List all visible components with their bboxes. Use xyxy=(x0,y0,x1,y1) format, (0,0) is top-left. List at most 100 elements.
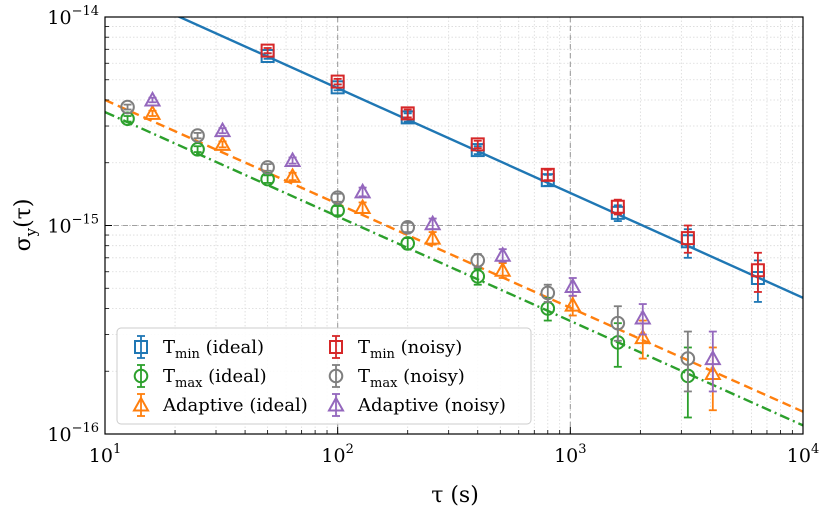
legend-suffix: (noisy) xyxy=(397,366,464,387)
data-point xyxy=(353,198,372,214)
y-tick-label: 10−15 xyxy=(47,213,99,238)
series-square-3 xyxy=(260,43,765,293)
legend-suffix: (ideal) xyxy=(244,395,308,416)
y-tick-base: 10 xyxy=(47,7,71,29)
y-label-sub: y xyxy=(22,227,40,237)
data-point xyxy=(704,349,722,366)
legend-suffix: (ideal) xyxy=(202,366,266,387)
x-tick-exponent: 4 xyxy=(811,442,819,457)
legend-item: Tmin (ideal) xyxy=(134,335,264,362)
data-series xyxy=(120,43,765,419)
data-point xyxy=(283,151,302,167)
legend-label: Tmax (noisy) xyxy=(358,366,465,391)
x-tick-exponent: 2 xyxy=(346,442,354,457)
y-tick-label: 10−14 xyxy=(47,4,99,29)
x-tick-label: 101 xyxy=(89,442,121,467)
y-tick-label: 10−16 xyxy=(47,421,99,446)
x-tick-base: 10 xyxy=(321,445,345,467)
data-point xyxy=(260,160,275,175)
fit-line-dashed xyxy=(105,98,803,413)
data-point xyxy=(283,167,302,183)
legend-label: Tmax (ideal) xyxy=(163,366,267,391)
data-point xyxy=(610,199,625,214)
legend-label: Tmin (ideal) xyxy=(163,337,264,362)
x-tick-label: 102 xyxy=(321,442,353,467)
legend-sub: min xyxy=(370,347,395,362)
y-tick-exponent: −15 xyxy=(72,213,99,228)
legend-marker xyxy=(328,368,344,384)
legend-label: Adaptive (ideal) xyxy=(162,395,308,416)
x-tick-exponent: 1 xyxy=(113,442,121,457)
data-point xyxy=(634,328,652,345)
data-point xyxy=(493,261,512,277)
legend-marker xyxy=(134,340,148,354)
legend-sub: max xyxy=(175,376,203,391)
data-point xyxy=(330,74,345,89)
data-point xyxy=(680,231,695,246)
legend-suffix: (noisy) xyxy=(439,395,506,416)
data-point xyxy=(423,229,442,245)
data-point xyxy=(400,236,416,251)
data-point xyxy=(213,121,232,138)
data-point xyxy=(470,269,486,284)
data-point xyxy=(213,135,232,151)
legend-item: Tmin (noisy) xyxy=(329,335,462,362)
data-point xyxy=(423,214,442,231)
legend-name: Adaptive xyxy=(357,395,439,416)
reference-lines xyxy=(105,17,803,434)
y-axis-label-text: σy(τ) xyxy=(11,199,40,252)
legend-marker xyxy=(327,395,345,412)
legend-item: Tmax (noisy) xyxy=(328,364,465,391)
y-label-sigma: σ xyxy=(11,236,36,251)
legend-sub: min xyxy=(175,347,200,362)
series-circle-4 xyxy=(120,99,696,393)
data-point xyxy=(190,128,205,143)
data-point xyxy=(750,263,765,278)
fit-line-solid xyxy=(176,17,803,299)
data-point xyxy=(143,104,162,120)
y-axis-label: σy(τ) xyxy=(11,199,40,252)
data-point xyxy=(493,246,512,262)
legend-marker xyxy=(329,340,343,354)
y-tick-exponent: −14 xyxy=(72,4,99,19)
legend-marker xyxy=(133,368,149,384)
legend-name: T xyxy=(163,337,175,358)
x-tick-exponent: 3 xyxy=(578,442,586,457)
y-tick-base: 10 xyxy=(47,216,71,238)
fit-lines xyxy=(105,17,803,427)
fit-line-dashdot xyxy=(105,110,803,427)
data-point xyxy=(564,277,582,293)
x-tick-base: 10 xyxy=(89,445,113,467)
data-point xyxy=(120,99,135,115)
x-tick-label: 104 xyxy=(787,442,819,467)
data-point xyxy=(143,90,162,107)
series-triangle-5 xyxy=(143,90,722,393)
data-point xyxy=(400,220,416,235)
data-point xyxy=(353,182,372,199)
legend-suffix: (noisy) xyxy=(395,337,462,358)
data-point xyxy=(470,137,485,152)
x-tick-base: 10 xyxy=(554,445,578,467)
data-point xyxy=(680,351,696,366)
legend-marker xyxy=(132,395,150,412)
data-point xyxy=(190,141,205,157)
legend-label: Adaptive (noisy) xyxy=(357,395,506,416)
legend-item: Adaptive (noisy) xyxy=(327,393,506,417)
y-tick-exponent: −16 xyxy=(72,421,99,436)
legend: Tmin (ideal)Tmax (ideal)Adaptive (ideal)… xyxy=(116,327,532,425)
legend-sub: max xyxy=(370,376,398,391)
axis-ticks xyxy=(104,16,804,435)
data-point xyxy=(470,253,486,268)
data-point xyxy=(540,285,556,301)
legend-name: T xyxy=(358,337,370,358)
data-point xyxy=(564,296,582,312)
legend-box xyxy=(116,327,532,425)
y-label-rest: (τ) xyxy=(11,199,36,228)
x-tick-label: 103 xyxy=(554,442,586,467)
data-point xyxy=(540,167,555,182)
x-tick-base: 10 xyxy=(787,445,811,467)
x-axis-label: τ (s) xyxy=(431,483,479,508)
legend-suffix: (ideal) xyxy=(200,337,264,358)
